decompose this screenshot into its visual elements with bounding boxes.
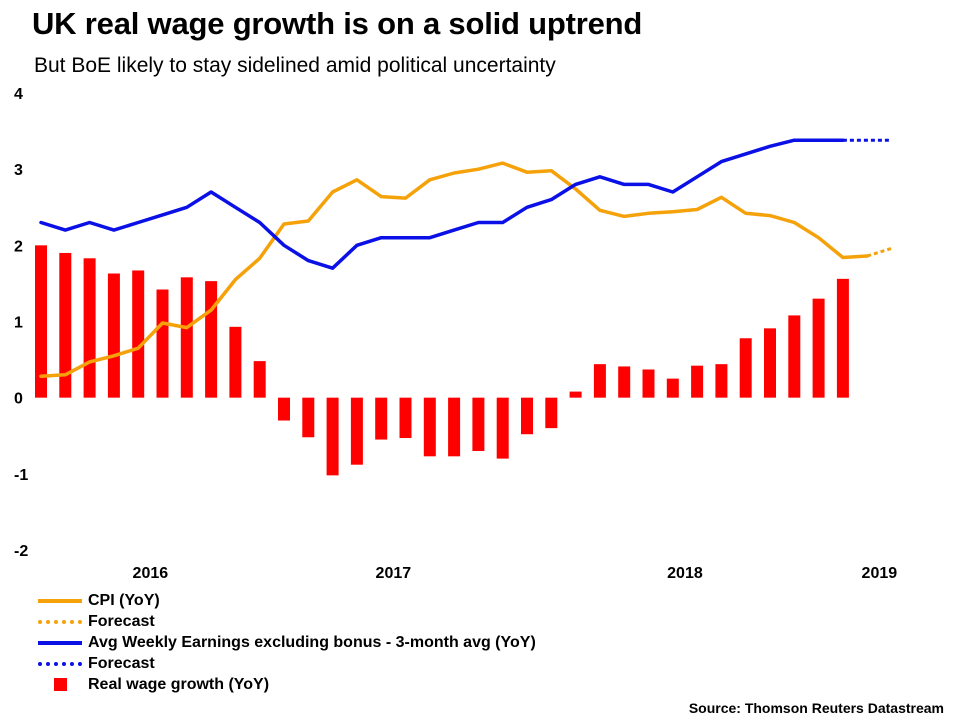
real-wage-bar: [496, 397, 509, 459]
real-wage-bar: [448, 397, 461, 457]
real-wage-bar: [715, 364, 728, 398]
y-tick-label: 4: [14, 86, 23, 103]
x-year-label: 2016: [133, 565, 169, 582]
y-tick-label: -1: [14, 467, 28, 484]
real-wage-bar: [35, 245, 47, 398]
real-wage-bar: [399, 397, 412, 439]
legend-swatch: [38, 653, 82, 674]
legend-label: Forecast: [88, 612, 155, 630]
real-wage-bar: [156, 289, 169, 398]
legend-swatch: [38, 632, 82, 653]
chart-subtitle: But BoE likely to stay sidelined amid po…: [34, 54, 556, 77]
legend-label: Forecast: [88, 654, 155, 672]
real-wage-bar: [423, 397, 436, 457]
legend-item: Avg Weekly Earnings excluding bonus - 3-…: [38, 632, 536, 653]
real-wage-bar: [764, 328, 776, 398]
real-wage-bar: [593, 364, 606, 398]
real-wage-bar: [569, 391, 582, 398]
real-wage-bar: [836, 278, 849, 398]
real-wage-bar: [375, 397, 388, 440]
real-wage-bar: [302, 397, 315, 438]
real-wage-bar: [83, 258, 96, 398]
real-wage-bar: [521, 397, 533, 435]
y-tick-label: 0: [14, 391, 23, 408]
x-year-label: 2019: [862, 565, 898, 582]
source-note: Source: Thomson Reuters Datastream: [688, 700, 944, 716]
real-wage-bar: [642, 369, 655, 398]
legend-swatch: [38, 590, 82, 611]
x-year-label: 2017: [376, 565, 412, 582]
chart-title: UK real wage growth is on a solid uptren…: [32, 6, 643, 41]
y-tick-label: 1: [14, 315, 23, 332]
legend-swatch: [38, 611, 82, 632]
legend-swatch: [38, 674, 82, 695]
legend-item: Real wage growth (YoY): [38, 674, 536, 695]
real-wage-bar: [350, 397, 363, 465]
x-year-label: 2018: [667, 565, 703, 582]
legend-label: Real wage growth (YoY): [88, 675, 270, 693]
real-wage-bar: [253, 361, 266, 398]
real-wage-bar: [812, 298, 825, 398]
legend-label: Avg Weekly Earnings excluding bonus - 3-…: [88, 633, 536, 651]
real-wage-bar: [545, 397, 558, 429]
legend: CPI (YoY) Forecast Avg Weekly Earnings exc…: [38, 590, 536, 695]
legend-label: CPI (YoY): [88, 591, 160, 609]
cpi-forecast-line: [866, 246, 892, 258]
real-wage-bar: [132, 270, 145, 398]
real-wage-bar: [205, 281, 218, 398]
real-wage-bar: [618, 366, 631, 398]
real-wage-bar: [59, 252, 72, 398]
real-wage-bar: [326, 397, 339, 476]
y-tick-label: 2: [14, 238, 23, 255]
real-wage-bar: [691, 365, 704, 398]
legend-item: CPI (YoY): [38, 590, 536, 611]
y-tick-label: -2: [14, 543, 28, 560]
y-tick-label: 3: [14, 162, 23, 179]
real-wage-bar: [739, 338, 752, 398]
real-wage-bar: [229, 326, 242, 398]
real-wage-bar: [180, 277, 193, 398]
earnings-line: [39, 138, 845, 270]
chart-plot: 4 3 2 1 0 -1 -2 2016 2017 2018 2019: [14, 86, 898, 582]
real-wage-bar: [278, 397, 290, 421]
legend-item: Forecast: [38, 653, 536, 674]
legend-item: Forecast: [38, 611, 536, 632]
real-wage-bar: [107, 273, 120, 398]
real-wage-bar: [666, 378, 679, 398]
real-wage-bar: [788, 315, 801, 398]
real-wage-bar: [472, 397, 485, 451]
cpi-line: [39, 161, 869, 379]
